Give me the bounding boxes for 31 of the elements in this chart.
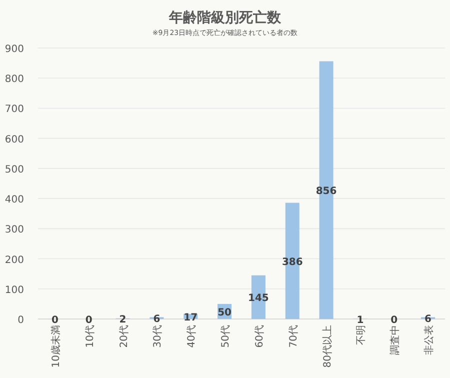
x-tick-label: 40代: [186, 325, 198, 348]
x-tick-label: 80代以上: [321, 325, 334, 368]
data-label: 2: [119, 314, 126, 326]
y-tick-label: 500: [4, 164, 24, 176]
y-tick-label: 800: [4, 74, 24, 86]
x-tick-label: 50代: [220, 325, 232, 348]
chart-title: 年齢階級別死亡数: [168, 9, 282, 26]
data-label: 6: [424, 314, 432, 326]
y-tick-label: 200: [4, 254, 24, 266]
x-tick-label: 20代: [118, 325, 130, 348]
y-tick-label: 900: [4, 44, 24, 55]
data-label: 6: [153, 314, 160, 326]
y-tick-label: 0: [18, 315, 24, 326]
data-label: 0: [390, 315, 398, 326]
data-label: 0: [51, 315, 58, 326]
x-tick-label: 30代: [152, 325, 164, 348]
x-tick-label: 10代: [84, 325, 96, 348]
data-label: 1: [356, 314, 364, 326]
y-tick-label: 600: [4, 134, 24, 146]
data-label: 0: [85, 315, 92, 326]
y-tick-label: 100: [4, 284, 24, 296]
y-tick-label: 400: [4, 194, 24, 206]
x-tick-label: 非公表: [423, 325, 436, 355]
data-label: 50: [218, 307, 232, 318]
x-tick-label: 60代: [254, 325, 266, 348]
x-tick-label: 10歳未満: [50, 325, 62, 368]
x-tick-label: 70代: [288, 325, 300, 348]
x-tick-label: 不明: [356, 325, 368, 345]
y-tick-label: 700: [4, 104, 24, 116]
y-tick-label: 300: [4, 224, 24, 236]
x-tick-label: 調査中: [389, 325, 402, 355]
